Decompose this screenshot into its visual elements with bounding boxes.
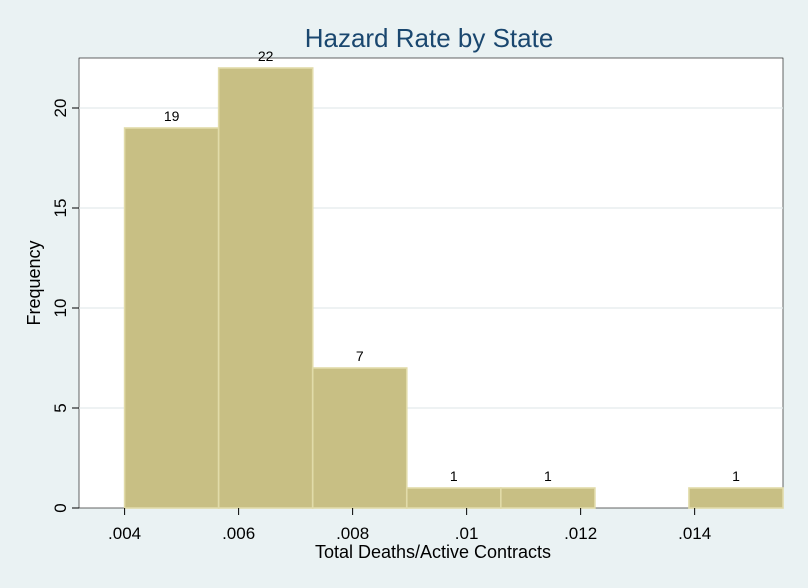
bar-value-label: 19 — [164, 108, 180, 124]
histogram-bar — [405, 487, 502, 509]
chart-title: Hazard Rate by State — [305, 23, 554, 53]
y-tick-label: 0 — [51, 503, 70, 512]
histogram-bar — [123, 127, 220, 509]
x-tick-label: .008 — [336, 524, 369, 543]
bar-value-label: 22 — [258, 48, 274, 64]
bar-value-label: 7 — [356, 348, 364, 364]
y-tick-label: 15 — [51, 199, 70, 218]
x-tick-label: .006 — [222, 524, 255, 543]
histogram-bar — [311, 367, 408, 509]
histogram-bar — [217, 67, 314, 509]
histogram-bar — [688, 487, 784, 509]
x-axis-title: Total Deaths/Active Contracts — [315, 542, 551, 562]
bar-value-label: 1 — [450, 468, 458, 484]
axes: 0 5 10 15 20 .004 .006 .008 .01 .012 .014 — [51, 99, 711, 543]
x-tick-label: .004 — [108, 524, 141, 543]
y-tick-label: 5 — [51, 403, 70, 412]
bar-value-label: 1 — [544, 468, 552, 484]
x-tick-label: .012 — [564, 524, 597, 543]
x-tick-label: .01 — [455, 524, 479, 543]
histogram-bar — [500, 487, 596, 509]
data-labels: 19 22 7 1 1 1 — [164, 48, 740, 484]
bar-value-label: 1 — [732, 468, 740, 484]
bars — [123, 67, 784, 509]
y-tick-label: 10 — [51, 299, 70, 318]
y-axis-title: Frequency — [24, 240, 44, 325]
y-tick-label: 20 — [51, 99, 70, 118]
x-tick-label: .014 — [678, 524, 711, 543]
